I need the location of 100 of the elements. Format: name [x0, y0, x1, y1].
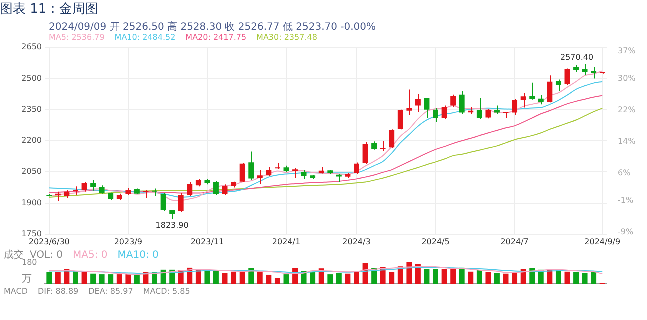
- bar: [574, 272, 579, 284]
- text: MACD: [4, 287, 28, 296]
- bar: [459, 268, 465, 284]
- x-tick-label: 2024/7: [500, 237, 529, 246]
- y2-tick-label: -9%: [618, 228, 634, 237]
- text: MA30: 2357.48: [256, 33, 318, 42]
- candlestick: [152, 188, 158, 197]
- bar: [222, 273, 228, 284]
- bar: [424, 269, 430, 284]
- candlestick: [582, 64, 588, 76]
- candlestick: [564, 68, 570, 86]
- candlestick: [424, 98, 430, 119]
- bar: [564, 272, 570, 284]
- bar: [99, 274, 105, 284]
- text: 180: [22, 258, 38, 267]
- bar: [126, 274, 132, 284]
- y2-tick-label: 30%: [618, 74, 636, 84]
- bar: [108, 274, 114, 284]
- bar: [494, 273, 500, 284]
- bar: [582, 273, 588, 284]
- candlestick: [160, 192, 166, 212]
- y2-tick-label: 14%: [618, 137, 636, 146]
- bar: [450, 269, 456, 284]
- bar: [354, 271, 360, 284]
- bar: [248, 268, 254, 284]
- y-tick-label: 2650: [22, 42, 42, 52]
- text: 万: [22, 273, 32, 286]
- candlestick: [415, 94, 421, 112]
- candlestick: [292, 168, 298, 179]
- candlestick: [187, 182, 193, 196]
- y-tick-label: 1750: [22, 229, 42, 238]
- bar: [196, 269, 202, 284]
- candlestick: [442, 105, 448, 120]
- candlestick: [240, 162, 246, 184]
- y2-tick-label: -1%: [618, 196, 634, 206]
- annotation: 2570.40: [560, 53, 594, 62]
- bar: [512, 272, 518, 284]
- bar: [328, 274, 334, 284]
- bar: [345, 274, 351, 284]
- bar: [486, 272, 492, 284]
- y-tick-label: 2200: [22, 136, 42, 146]
- bar: [310, 272, 316, 284]
- series-label: MA10: 0: [118, 250, 159, 261]
- bar: [240, 271, 246, 284]
- bar: [90, 274, 96, 284]
- bar: [46, 272, 52, 284]
- x-tick-label: 2024/5: [422, 237, 450, 246]
- bar: [433, 269, 438, 284]
- candlestick: [512, 98, 518, 116]
- candlestick: [459, 90, 465, 115]
- y2-tick-label: 37%: [618, 46, 636, 56]
- y-axis-title: 成交: [4, 250, 24, 261]
- x-tick-label: 2023/6/30: [28, 237, 70, 246]
- bar: [442, 269, 448, 284]
- bar: [503, 274, 509, 284]
- bar: [336, 273, 342, 284]
- text: MA20: 2417.75: [186, 33, 247, 42]
- candlestick: [476, 98, 482, 120]
- y2-tick-label: 6%: [618, 168, 632, 178]
- candlestick: [530, 82, 536, 100]
- annotation: 1823.90: [156, 221, 189, 230]
- text: 2024/09/09 开 2526.50 高 2528.30 收 2526.77 低 2523.70 -0.00%: [49, 22, 376, 33]
- candlestick: [380, 140, 386, 152]
- candlestick: [389, 129, 395, 149]
- bar: [266, 274, 272, 284]
- bar: [547, 270, 553, 284]
- x-tick-label: 2023/11: [190, 237, 224, 246]
- candlestick: [257, 170, 263, 184]
- text: MA10: 2484.52: [114, 33, 176, 42]
- y-tick-label: 1900: [22, 198, 42, 208]
- bar: [406, 262, 412, 284]
- candlestick: [73, 186, 78, 196]
- candlestick: [214, 180, 219, 196]
- bar: [591, 272, 597, 284]
- candlestick: [362, 142, 368, 165]
- y-tick-label: 2500: [22, 74, 42, 83]
- bar: [556, 270, 562, 284]
- bar: [274, 278, 280, 284]
- candlestick: [556, 79, 562, 92]
- x-tick-label: 2024/1: [272, 237, 301, 246]
- text: MACD: 5.85: [143, 287, 190, 296]
- y2-tick-label: 22%: [618, 106, 636, 115]
- bar: [116, 274, 122, 284]
- chart-title: 图表 11：金周图: [0, 2, 99, 18]
- candlestick: [547, 75, 553, 104]
- candlestick: [450, 94, 456, 108]
- bar: [64, 269, 70, 284]
- candlestick: [266, 166, 272, 177]
- bar: [55, 272, 61, 284]
- candlestick: [248, 151, 254, 181]
- bar: [530, 268, 536, 284]
- y-tick-label: 2050: [22, 167, 42, 176]
- bar: [73, 271, 78, 284]
- candlestick: [406, 89, 412, 116]
- candlestick: [90, 180, 96, 192]
- bar: [134, 275, 140, 284]
- bar: [257, 272, 263, 284]
- candlestick: [520, 92, 526, 108]
- candlestick: [398, 109, 404, 130]
- bar: [214, 271, 219, 284]
